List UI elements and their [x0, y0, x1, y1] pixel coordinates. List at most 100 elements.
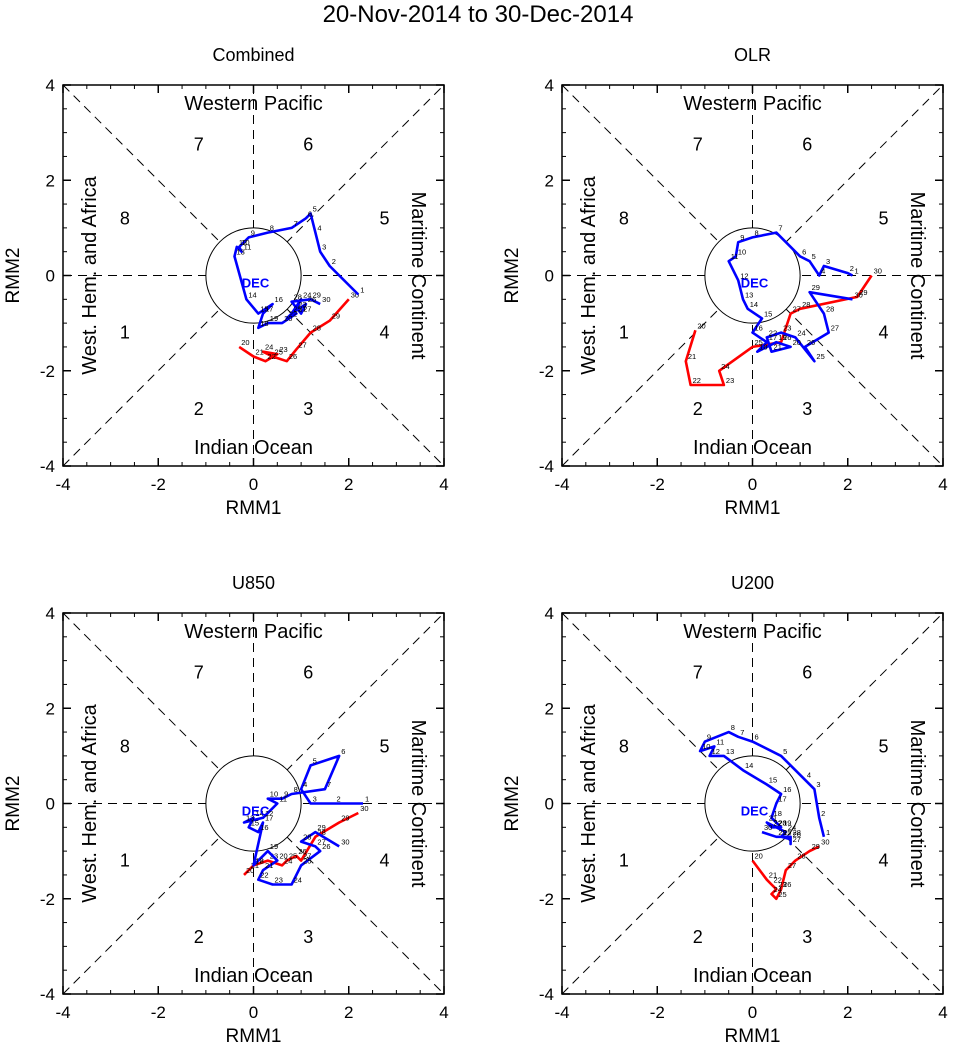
day-label: 19 [778, 333, 786, 342]
x-tick-label: -4 [55, 475, 70, 494]
day-label: 8 [755, 228, 759, 237]
day-label: 4 [303, 780, 307, 789]
panel-title: OLR [734, 45, 771, 65]
phase-label: 3 [303, 399, 313, 419]
day-label: 30 [855, 290, 863, 299]
phase-label: 8 [120, 208, 130, 228]
day-label: 25 [778, 890, 786, 899]
day-label: 2 [821, 809, 825, 818]
panel-title: U200 [731, 573, 774, 593]
day-label: 26 [298, 847, 306, 856]
phase-label: 3 [802, 399, 812, 419]
day-label: 12 [712, 747, 720, 756]
day-label: 23 [298, 300, 306, 309]
day-label: 23 [783, 324, 791, 333]
day-label: 6 [341, 747, 345, 756]
day-label: 20 [793, 338, 801, 347]
day-label: 8 [270, 224, 274, 233]
phase-label: 6 [802, 135, 812, 155]
day-label: 21 [256, 347, 264, 356]
phase-label: 1 [120, 851, 130, 871]
day-label: 27 [298, 340, 306, 349]
day-label: 28 [294, 293, 302, 302]
day-label: 9 [740, 233, 744, 242]
phase-label: 1 [619, 851, 629, 871]
day-label: 2 [850, 264, 854, 273]
region-label-bottom: Indian Ocean [194, 437, 313, 459]
x-tick-label: 4 [938, 475, 947, 494]
day-label: 25 [275, 347, 283, 356]
day-label: 3 [816, 780, 820, 789]
day-label: 17 [778, 795, 786, 804]
day-label: 4 [821, 267, 825, 276]
day-label: 26 [783, 880, 791, 889]
day-label: 30 [341, 837, 349, 846]
day-label: 27 [831, 324, 839, 333]
day-label: 30 [764, 823, 772, 832]
y-tick-label: 0 [46, 267, 55, 286]
phase-label: 4 [379, 851, 389, 871]
day-label: 27 [793, 835, 801, 844]
y-tick-label: -2 [539, 362, 554, 381]
day-label: 25 [294, 305, 302, 314]
phase-label: 3 [802, 927, 812, 947]
day-label: 23 [778, 818, 786, 827]
series-line-dec [727, 231, 854, 363]
region-label-bottom: Indian Ocean [194, 965, 313, 987]
day-label: 9 [251, 228, 255, 237]
day-label: 27 [317, 837, 325, 846]
region-label-top: Western Pacific [683, 93, 822, 115]
day-label: 3 [313, 795, 317, 804]
x-tick-label: 2 [843, 475, 852, 494]
day-label: 12 [239, 238, 247, 247]
phase-label: 5 [878, 208, 888, 228]
y-tick-label: -2 [40, 362, 55, 381]
day-label: 9 [284, 790, 288, 799]
x-tick-label: 2 [344, 1003, 353, 1022]
phase-label: 6 [303, 135, 313, 155]
y-tick-label: 2 [545, 699, 554, 718]
day-label: 6 [308, 209, 312, 218]
y-axis-label: RMM2 [3, 776, 24, 832]
day-label: 29 [859, 288, 867, 297]
y-tick-label: -4 [539, 457, 554, 476]
phase-label: 4 [878, 851, 888, 871]
month-label: DEC [242, 804, 270, 819]
day-label: 30 [360, 804, 368, 813]
day-label: 9 [707, 733, 711, 742]
day-label: 27 [788, 861, 796, 870]
day-label: 16 [260, 823, 268, 832]
day-label: 4 [807, 771, 811, 780]
day-label: 8 [731, 723, 735, 732]
day-label: 16 [783, 785, 791, 794]
day-label: 16 [275, 295, 283, 304]
phase-label: 7 [693, 663, 703, 683]
region-label-top: Western Pacific [184, 621, 323, 643]
day-label: 10 [270, 790, 278, 799]
phase-label: 5 [379, 736, 389, 756]
day-label: 17 [265, 814, 273, 823]
x-tick-label: -2 [151, 1003, 166, 1022]
day-label: 6 [755, 733, 759, 742]
region-label-right: Maritime Continent [906, 720, 928, 888]
unit-circle [205, 227, 302, 324]
day-label: 29 [778, 828, 786, 837]
day-label: 12 [265, 809, 273, 818]
day-label: 14 [750, 300, 758, 309]
phase-label: 5 [878, 736, 888, 756]
x-tick-label: 0 [249, 1003, 258, 1022]
day-label: 28 [793, 828, 801, 837]
day-label: 24 [797, 328, 805, 337]
day-label: 24 [774, 885, 782, 894]
day-label: 24 [265, 343, 273, 352]
day-label: 2 [336, 795, 340, 804]
unit-circle [205, 755, 302, 852]
day-label: 24 [788, 823, 796, 832]
day-label: 30 [322, 295, 330, 304]
y-tick-label: 4 [46, 76, 55, 95]
panel-title: Combined [212, 45, 294, 65]
day-label: 23 [778, 880, 786, 889]
day-label: 1 [826, 828, 830, 837]
